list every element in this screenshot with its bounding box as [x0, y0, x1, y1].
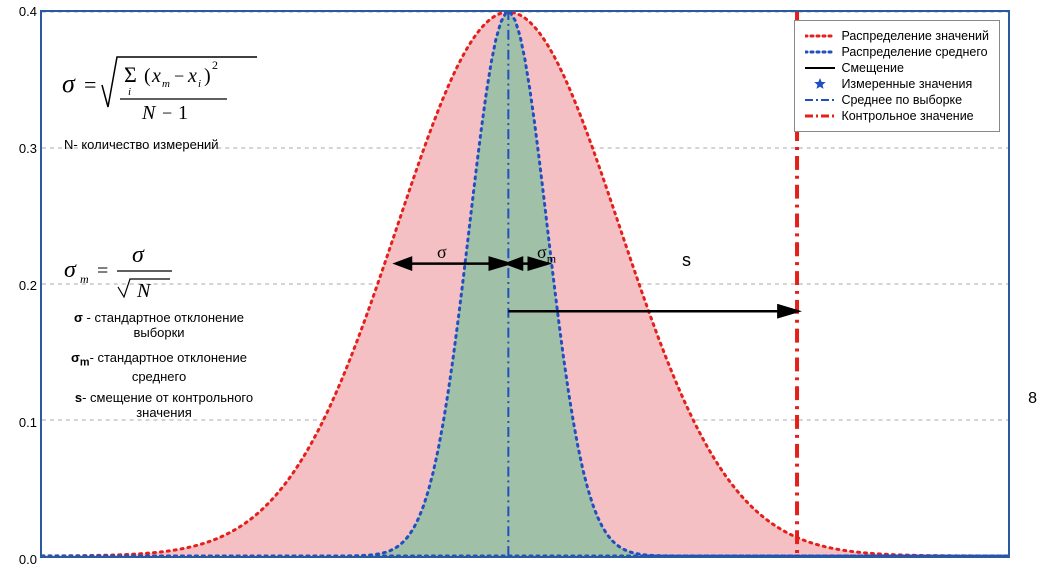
n-desc: N- количество измерений [64, 137, 219, 152]
svg-text:i: i [128, 86, 131, 98]
legend-item: Измеренные значения [805, 77, 989, 91]
svg-text:m: m [162, 78, 170, 90]
sigma-m-formula: σ m = σ N [62, 237, 192, 312]
svg-text:x: x [187, 65, 197, 87]
y-tick-label: 0.3 [12, 141, 37, 156]
sigma-formula: σ = Σ i ( x m − x i ) 2 N − 1 [62, 37, 262, 132]
svg-text:m: m [80, 272, 89, 286]
chart-legend: Распределение значений Распределение сред… [794, 20, 1000, 132]
svg-text:1: 1 [178, 102, 188, 124]
legend-item: Распределение среднего [805, 45, 989, 59]
svg-text:=: = [97, 260, 108, 282]
legend-label: Среднее по выборке [841, 93, 962, 107]
svg-text:−: − [174, 66, 184, 86]
svg-text:N: N [141, 102, 157, 124]
legend-item: Распределение значений [805, 29, 989, 43]
sigma-m-desc: σm- стандартное отклонениесреднего [54, 350, 264, 384]
svg-text:σ: σ [62, 69, 76, 98]
legend-label: Контрольное значение [841, 109, 973, 123]
svg-text:−: − [162, 103, 172, 123]
sigma-label: σ [437, 242, 447, 263]
svg-text:i: i [198, 78, 201, 90]
legend-label: Измеренные значения [841, 77, 972, 91]
page-number: 8 [1028, 390, 1037, 408]
legend-item: Контрольное значение [805, 109, 989, 123]
s-label: s [682, 250, 691, 271]
y-tick-label: 0.4 [12, 4, 37, 19]
y-tick-label: 0.0 [12, 552, 37, 567]
svg-text:(: ( [144, 65, 151, 87]
legend-label: Распределение среднего [841, 45, 987, 59]
chart-frame: 0.00.10.20.30.4 Распределение значенийРа… [40, 10, 1010, 558]
legend-item: Смещение [805, 61, 989, 75]
legend-label: Распределение значений [841, 29, 989, 43]
y-tick-label: 0.2 [12, 278, 37, 293]
sigma-desc: σ - стандартное отклонениевыборки [54, 310, 264, 340]
svg-text:Σ: Σ [124, 62, 137, 87]
y-tick-label: 0.1 [12, 415, 37, 430]
svg-text:σ: σ [64, 257, 77, 283]
svg-text:=: = [84, 72, 96, 97]
svg-text:x: x [151, 65, 161, 87]
svg-text:2: 2 [212, 58, 218, 72]
svg-text:N: N [136, 280, 152, 302]
legend-item: Среднее по выборке [805, 93, 989, 107]
legend-label: Смещение [841, 61, 904, 75]
svg-text:σ: σ [132, 242, 145, 268]
sigma-m-label: σm [537, 242, 556, 267]
s-desc: s- смещение от контрольногозначения [54, 390, 274, 420]
svg-text:): ) [204, 65, 211, 87]
